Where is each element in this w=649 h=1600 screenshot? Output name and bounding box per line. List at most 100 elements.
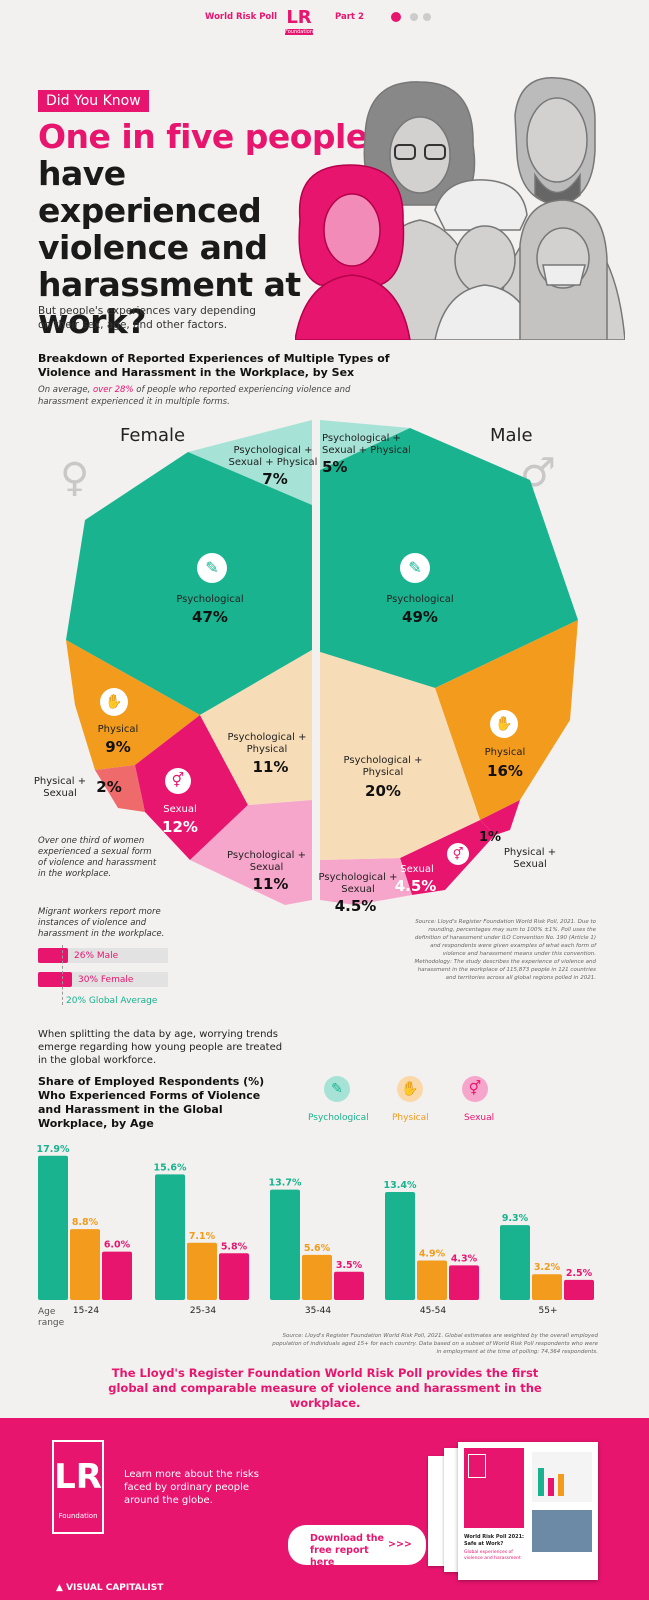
migrant-male-bg <box>38 948 168 963</box>
female-pie <box>66 420 312 905</box>
did-you-know-badge: Did You Know <box>38 90 149 112</box>
legend-physical: Physical <box>392 1113 429 1123</box>
speech-bubble-icon: ✎ <box>197 553 227 583</box>
headline: One in five people have experienced viol… <box>38 118 368 340</box>
bar-label-psychological-45-54: 13.4% <box>384 1180 417 1191</box>
female-pct-physical: 9% <box>105 738 131 756</box>
age-tick-45-54: 45-54 <box>420 1306 446 1316</box>
bar-physical-55+ <box>532 1274 562 1300</box>
legend-sexual: Sexual <box>464 1113 495 1123</box>
bar-sexual-35-44 <box>334 1271 364 1300</box>
page-dot[interactable] <box>423 13 431 21</box>
report-sub: Global experiences of violence and haras… <box>464 1550 521 1561</box>
bar-label-psychological-25-34: 15.6% <box>154 1162 187 1173</box>
female-slice-all-three <box>188 420 312 505</box>
bar-sexual-55+ <box>564 1279 594 1300</box>
age-range-label: Age range <box>38 1307 65 1328</box>
age-chart-title: Share of Employed Respondents (%) Who Ex… <box>38 1075 265 1130</box>
bar-psychological-45-54 <box>385 1192 415 1300</box>
age-tick-55+: 55+ <box>539 1306 558 1316</box>
bar-label-psychological-15-24: 17.9% <box>37 1144 70 1155</box>
footer-logo: LR Foundation <box>52 1440 104 1534</box>
headline-rest: have experienced violence and harassment… <box>38 154 301 341</box>
bar-label-sexual-55+: 2.5% <box>566 1268 593 1279</box>
bar-label-sexual-35-44: 3.5% <box>336 1260 363 1271</box>
speech-bubble-icon: ✎ <box>400 553 430 583</box>
bar-psychological-35-44 <box>270 1189 300 1300</box>
bar-psychological-25-34 <box>155 1174 185 1300</box>
male-slice-all-three <box>320 420 410 470</box>
female-slice-physical-sexual <box>95 765 145 812</box>
bar-sexual-25-34 <box>219 1253 249 1300</box>
female-label-psych-physical: Psychological + Physical <box>227 732 307 755</box>
female-pct-all-three: 7% <box>262 470 288 488</box>
bar-label-physical-25-34: 7.1% <box>189 1231 216 1242</box>
report-cover-preview[interactable]: World Risk Poll 2021: Safe at Work? Glob… <box>428 1438 613 1586</box>
migrant-title: Migrant workers report more instances of… <box>38 907 165 939</box>
vc-icon: ▲ <box>56 1583 67 1593</box>
bar-label-psychological-55+: 9.3% <box>502 1213 529 1224</box>
pie-section-note: On average, over 28% of people who repor… <box>38 384 398 408</box>
female-label-physical: Physical <box>97 724 139 735</box>
female-slice-psych-sexual <box>190 800 312 905</box>
woman-figure-pink <box>295 164 411 340</box>
headline-highlight: One in five people <box>38 117 368 156</box>
visual-capitalist-logo: ▲ VISUAL CAPITALIST <box>56 1583 163 1593</box>
bar-physical-35-44 <box>302 1254 332 1300</box>
handshake-icon: ✋ <box>490 710 518 738</box>
male-title: Male <box>490 425 533 446</box>
age-source: Source: Lloyd's Register Foundation Worl… <box>272 1333 598 1355</box>
female-callout: Over one third of women experienced a se… <box>38 836 157 879</box>
arrows-icon: >>> <box>388 1539 412 1550</box>
workers-illustration <box>295 77 625 340</box>
lr-logo: LR Foundation <box>285 7 313 43</box>
male-slice-psychological <box>320 428 578 688</box>
header-part: Part 2 <box>335 12 364 22</box>
female-label-sexual: Sexual <box>163 804 197 815</box>
legend-psychological: Psychological <box>308 1113 369 1123</box>
bar-label-physical-15-24: 8.8% <box>72 1217 99 1228</box>
male-slice-psych-physical <box>320 652 480 860</box>
download-report-button[interactable]: Download the free report here >>> <box>288 1525 426 1568</box>
female-label-psychological: Psychological <box>176 594 244 605</box>
male-label-psych-physical: Psychological + Physical <box>343 755 423 778</box>
report-title: World Risk Poll 2021: Safe at Work? <box>464 1534 525 1547</box>
male-label-psych-sexual: Psychological + Sexual <box>318 872 398 895</box>
male-slice-physical-sexual <box>480 800 520 835</box>
female-slice-sexual <box>135 715 248 860</box>
bar-physical-15-24 <box>70 1229 100 1300</box>
bar-sexual-45-54 <box>449 1265 479 1300</box>
conclusion: The Lloyd's Register Foundation World Ri… <box>108 1366 542 1410</box>
male-slice-psych-sexual <box>320 858 412 905</box>
migrant-male-bar <box>38 948 68 963</box>
lr-logo-sub: Foundation <box>285 29 313 35</box>
page-dot[interactable] <box>410 13 418 21</box>
age-tick-15-24: 15-24 <box>73 1306 99 1316</box>
female-label-all-three: Psychological + Sexual + Physical <box>228 445 318 468</box>
page-dot-active[interactable] <box>391 12 401 22</box>
lr-logo-mark: LR <box>286 7 312 28</box>
note-highlight: over 28% <box>92 385 134 395</box>
migrant-global-line <box>62 945 63 1005</box>
footer-logo-mark: LR <box>54 1457 102 1497</box>
age-tick-35-44: 35-44 <box>305 1306 331 1316</box>
footer-learn-text: Learn more about the risks faced by ordi… <box>124 1469 259 1506</box>
bar-physical-25-34 <box>187 1242 217 1300</box>
age-intro: When splitting the data by age, worrying… <box>38 1029 283 1066</box>
male-label-all-three: Psychological + Sexual + Physical <box>322 433 411 456</box>
female-title: Female <box>120 425 186 446</box>
pie-source: Source: Lloyd's Register Foundation Worl… <box>414 919 596 981</box>
female-label-psych-sexual: Psychological + Sexual <box>227 850 306 873</box>
male-pct-psych-physical: 20% <box>365 782 401 800</box>
header-title: World Risk Poll <box>205 12 278 22</box>
bar-label-physical-45-54: 4.9% <box>419 1249 446 1260</box>
male-pct-physical-sexual: 1% <box>478 830 502 845</box>
gender-symbol-icon: ⚥ <box>462 1076 488 1102</box>
female-pct-sexual: 12% <box>162 818 198 836</box>
vc-brand: VISUAL CAPITALIST <box>66 1583 164 1593</box>
hero-subtitle: But people's experiences vary depending … <box>38 305 256 331</box>
bar-sexual-15-24 <box>102 1251 132 1300</box>
male-pct-all-three: 5% <box>322 458 348 476</box>
female-pct-psych-physical: 11% <box>252 758 289 776</box>
male-pie <box>320 420 578 905</box>
